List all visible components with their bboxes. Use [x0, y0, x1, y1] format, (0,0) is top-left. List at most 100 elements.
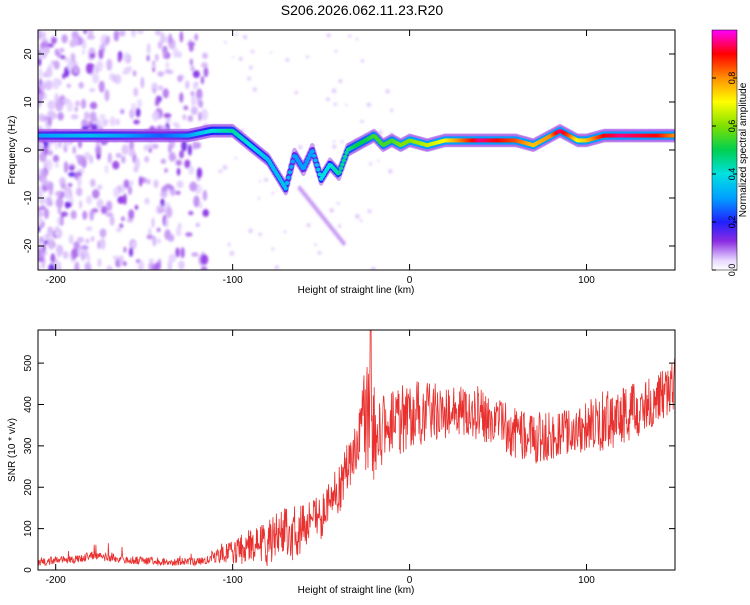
noise-blob [161, 159, 166, 165]
noise-blob [146, 179, 151, 184]
noise-blob [129, 149, 136, 158]
noise-blob [45, 80, 53, 90]
noise-speck [243, 35, 248, 40]
noise-blob [90, 179, 96, 187]
noise-speck [306, 223, 310, 227]
noise-blob [144, 156, 149, 163]
noise-blob [147, 43, 151, 54]
noise-blob [73, 65, 79, 71]
noise-blob [52, 78, 59, 90]
noise-blob [115, 119, 120, 126]
noise-blob [58, 205, 61, 215]
spectrogram-area [34, 26, 678, 275]
noise-blob [202, 53, 208, 59]
noise-speck [224, 41, 227, 44]
noise-blob [135, 205, 138, 210]
noise-blob [98, 258, 102, 267]
noise-blob [133, 87, 138, 96]
ridge-core [342, 159, 346, 163]
noise-blob [105, 36, 110, 44]
noise-blob [201, 76, 204, 84]
noise-blob [137, 99, 142, 108]
noise-speck [345, 104, 347, 106]
noise-blob [191, 95, 196, 107]
noise-blob [129, 180, 134, 186]
ridge-core [288, 170, 292, 174]
noise-speck [247, 76, 251, 80]
noise-speck [390, 109, 393, 112]
noise-speck [348, 35, 351, 38]
noise-blob [126, 66, 131, 70]
noise-blob [85, 239, 90, 244]
noise-blob [113, 187, 119, 198]
noise-blob [99, 81, 105, 93]
noise-blob [178, 260, 184, 269]
noise-blob [188, 41, 196, 46]
noise-blob [165, 69, 171, 74]
noise-blob [201, 266, 208, 271]
colorbar-label: Normalized spectral amplitude [738, 82, 749, 217]
noise-blob [169, 152, 176, 162]
noise-blob [146, 235, 153, 240]
ridge-core [291, 160, 295, 164]
noise-blob [165, 217, 168, 228]
noise-speck [235, 33, 238, 36]
noise-blob [123, 247, 126, 253]
noise-blob [160, 191, 167, 198]
noise-blob [180, 31, 184, 43]
x-tick-label: -100 [223, 575, 243, 586]
noise-speck [227, 243, 230, 246]
noise-blob [83, 27, 87, 34]
noise-blob [168, 144, 172, 153]
noise-blob [46, 46, 49, 54]
noise-blob [179, 150, 184, 158]
y-tick-label: 20 [23, 48, 34, 60]
noise-blob [144, 145, 147, 152]
noise-blob [122, 144, 129, 154]
noise-blob [61, 34, 67, 43]
noise-blob [147, 55, 150, 62]
noise-blob [155, 54, 159, 62]
noise-blob [90, 53, 96, 59]
noise-blob [188, 115, 194, 122]
noise-blob [41, 200, 47, 204]
noise-blob [180, 247, 184, 258]
noise-blob [48, 150, 53, 155]
noise-speck [318, 251, 322, 255]
noise-blob [192, 141, 197, 149]
noise-blob [164, 168, 168, 173]
noise-blob [121, 216, 125, 221]
noise-blob [112, 161, 119, 170]
noise-blob [120, 109, 124, 114]
noise-blob [110, 116, 115, 127]
noise-blob [47, 100, 55, 110]
noise-blob [106, 59, 112, 71]
noise-speck [377, 160, 379, 162]
noise-blob [92, 189, 100, 199]
streak-blob [342, 241, 346, 246]
noise-blob [91, 236, 94, 241]
noise-blob [75, 100, 80, 106]
noise-blob [198, 112, 201, 121]
noise-blob [114, 30, 119, 41]
noise-blob [68, 183, 73, 187]
noise-blob [42, 48, 46, 60]
noise-blob [188, 165, 194, 174]
noise-blob [71, 210, 77, 219]
noise-blob [153, 180, 158, 189]
noise-blob [166, 62, 169, 69]
noise-blob [156, 95, 160, 105]
ridge-core [343, 155, 347, 159]
noise-blob [42, 169, 47, 179]
noise-blob [182, 114, 186, 120]
noise-blob [177, 181, 184, 189]
noise-speck [259, 180, 261, 182]
x-tick-label: -200 [46, 575, 66, 586]
noise-blob [131, 26, 136, 37]
noise-blob [42, 31, 46, 39]
noise-blob [118, 55, 121, 62]
noise-speck [371, 267, 376, 272]
noise-blob [86, 196, 92, 205]
noise-blob [202, 209, 209, 217]
noise-speck [264, 178, 268, 182]
